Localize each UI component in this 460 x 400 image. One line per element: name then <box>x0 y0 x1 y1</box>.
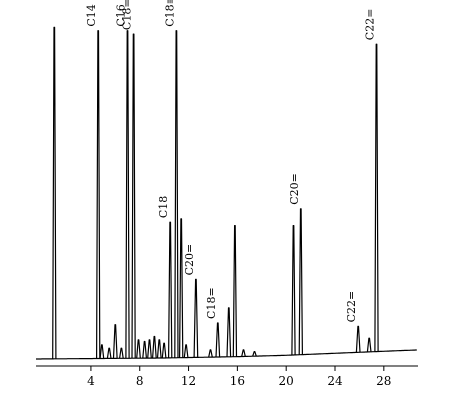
chromatogram-peak <box>125 30 130 359</box>
peak-label: C18= <box>121 0 134 30</box>
x-tick-label: 16 <box>230 374 245 388</box>
chromatogram-peak <box>193 278 199 358</box>
x-tick-label: 24 <box>327 374 343 388</box>
x-axis: 4 8 12 16 20 24 28 <box>36 365 418 388</box>
peak-label: C20= <box>288 173 301 205</box>
x-tick-label: 28 <box>376 374 391 388</box>
chromatogram-peak <box>208 349 213 358</box>
chromatogram-peak <box>96 30 101 359</box>
chromatogram-peak <box>99 344 105 359</box>
x-tick-label: 12 <box>181 374 196 388</box>
chromatogram-peak <box>119 347 124 359</box>
x-tick-label: 20 <box>279 374 294 388</box>
chromatogram-peak <box>179 218 184 358</box>
peak-label: C22= <box>345 291 358 323</box>
peak-label: C20= <box>183 244 196 276</box>
chromatogram-peak <box>112 324 118 359</box>
x-tick-label: 4 <box>87 374 95 388</box>
chromatogram-peak <box>252 351 257 357</box>
chromatogram-peak <box>147 339 152 359</box>
chromatogram-peak <box>226 307 232 357</box>
chromatogram-peak <box>131 33 136 359</box>
chromatogram-peak <box>168 221 173 358</box>
peak-label: C18= <box>205 287 218 319</box>
chromatogram-peak <box>232 225 238 357</box>
chromatogram-peak <box>174 30 179 358</box>
chromatogram-peak <box>241 349 246 357</box>
chromatogram-peak <box>215 322 221 358</box>
chromatogram-peak <box>152 335 157 359</box>
chromatogram-peak <box>156 339 162 359</box>
chromatogram-peak <box>374 43 379 352</box>
peak-label: C22= <box>363 9 376 41</box>
peak-label: C18≡ <box>163 0 176 27</box>
x-tick-label: 8 <box>136 374 144 388</box>
peak-label: C14 <box>85 4 98 26</box>
chromatogram-peak <box>106 347 112 359</box>
chromatogram-trace-group <box>36 26 417 360</box>
chromatogram-peak <box>355 325 361 353</box>
chromatogram-peak <box>291 225 296 356</box>
chromatogram-peak <box>366 337 372 352</box>
chromatogram-peak <box>142 340 147 359</box>
peak-label: C18 <box>157 196 170 218</box>
chromatogram-peak <box>183 344 189 358</box>
chromatogram-peak <box>136 339 141 359</box>
chromatogram-peak <box>298 208 303 355</box>
chromatogram-peak <box>52 26 57 359</box>
peak-label: C16 <box>115 4 128 26</box>
chromatogram-peak <box>161 342 167 359</box>
